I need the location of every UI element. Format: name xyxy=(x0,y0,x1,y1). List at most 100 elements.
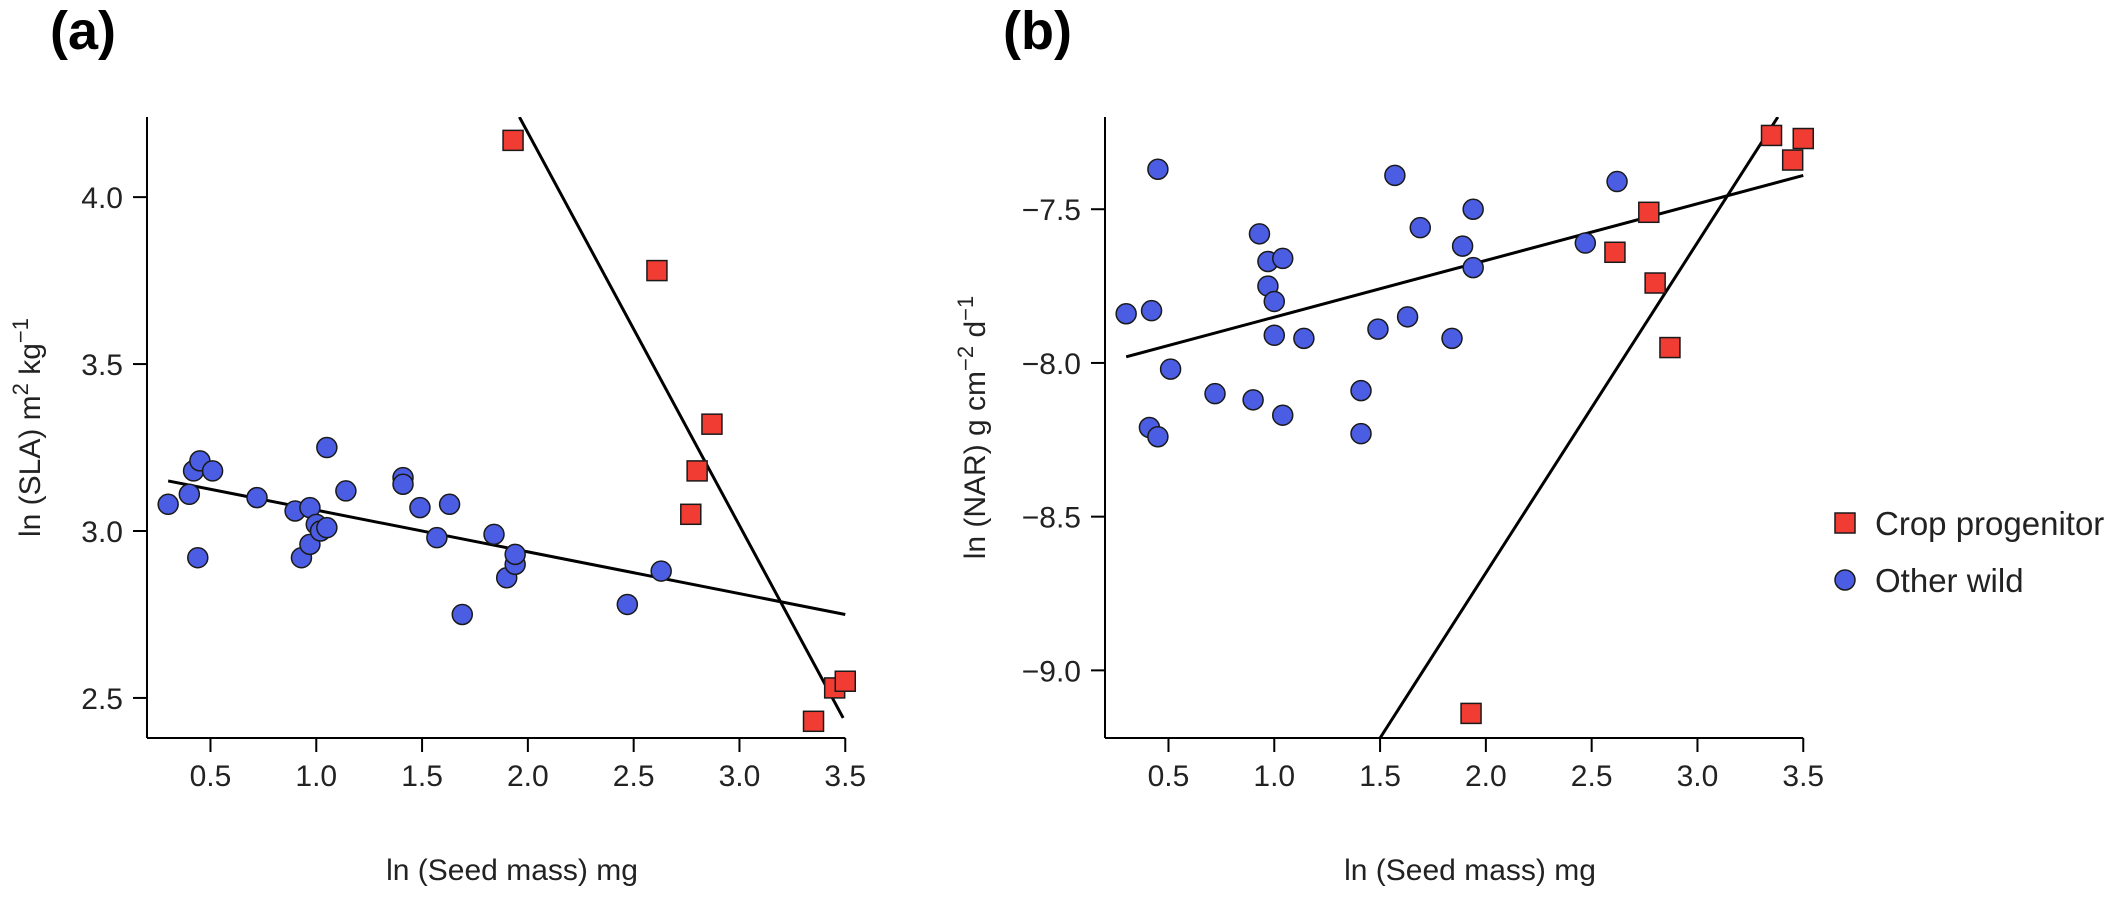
point-crop-progenitor xyxy=(1604,241,1626,264)
point-other-wild xyxy=(1204,382,1226,405)
panel-label-a: (a) xyxy=(50,1,116,61)
point-other-wild xyxy=(483,523,505,546)
y-tick-label: 3.0 xyxy=(81,516,123,549)
x-tick-label: 1.5 xyxy=(401,760,443,793)
fit-line-crop xyxy=(518,117,845,719)
point-other-wild xyxy=(1350,379,1372,402)
point-crop-progenitor xyxy=(1760,124,1783,147)
x-tick-label: 2.0 xyxy=(1465,760,1507,793)
point-other-wild xyxy=(1242,389,1264,411)
legend-marker-circle xyxy=(1834,569,1856,591)
y-tick-label: 2.5 xyxy=(81,683,123,716)
point-other-wild xyxy=(504,543,526,566)
x-tick-label: 3.0 xyxy=(719,760,761,793)
y-tick-label: −9.0 xyxy=(1022,655,1081,688)
x-tick-label: 3.5 xyxy=(824,760,866,793)
x-tick-label: 3.0 xyxy=(1677,760,1719,793)
y-tick-label: −8.5 xyxy=(1022,502,1081,535)
y-tick-label: 3.5 xyxy=(81,349,123,382)
point-other-wild xyxy=(650,560,672,582)
point-crop-progenitor xyxy=(680,503,702,526)
point-other-wild xyxy=(392,473,414,496)
point-other-wild xyxy=(409,496,431,519)
point-crop-progenitor xyxy=(701,413,723,435)
y-axis-title-text: d xyxy=(959,321,992,346)
point-other-wild xyxy=(1147,158,1169,181)
point-crop-progenitor xyxy=(502,129,524,152)
legend-label: Other wild xyxy=(1875,562,2024,599)
point-other-wild xyxy=(1115,303,1137,325)
point-other-wild xyxy=(1451,235,1474,257)
y-axis-title: ln (SLA) m2 kg−1 xyxy=(8,318,47,537)
point-other-wild xyxy=(1271,247,1294,270)
point-other-wild xyxy=(451,603,474,626)
point-other-wild xyxy=(1396,306,1419,328)
point-crop-progenitor xyxy=(1659,336,1681,359)
x-tick-label: 1.0 xyxy=(295,760,337,793)
point-other-wild xyxy=(1263,324,1286,347)
point-other-wild xyxy=(1606,170,1628,193)
legend: Crop progenitor Other wild xyxy=(1834,505,2104,599)
point-other-wild xyxy=(335,480,357,502)
fit-line-crop xyxy=(1378,117,1780,738)
point-other-wild xyxy=(1248,223,1271,245)
point-other-wild xyxy=(1574,232,1597,254)
y-axis-title-superscript: −1 xyxy=(8,318,33,343)
x-tick-label: 0.5 xyxy=(1148,760,1190,793)
point-other-wild xyxy=(1367,318,1389,340)
legend-marker-square xyxy=(1834,512,1856,534)
x-tick-label: 2.5 xyxy=(1571,760,1613,793)
plot-panel-a: 2.5 3.0 3.5 4.0 0.5 1.0 1.5 2.0 2.5 3.0 3.5 ln (See… xyxy=(8,117,866,887)
y-tick-label: −7.5 xyxy=(1022,194,1081,227)
legend-label: Crop progenitor xyxy=(1875,505,2104,542)
point-crop-progenitor xyxy=(646,259,668,282)
point-other-wild xyxy=(438,493,461,516)
point-other-wild xyxy=(1384,164,1406,187)
point-other-wild xyxy=(1441,327,1463,350)
x-tick-label: 0.5 xyxy=(190,760,232,793)
point-other-wild xyxy=(316,436,338,459)
point-other-wild xyxy=(178,483,201,506)
point-other-wild xyxy=(1293,327,1315,350)
point-other-wild xyxy=(1271,404,1294,426)
x-axis-title: ln (Seed mass) mg xyxy=(1344,854,1596,887)
fit-lines xyxy=(167,117,846,719)
x-axis-title: ln (Seed mass) mg xyxy=(386,854,638,887)
point-other-wild xyxy=(1350,422,1372,445)
point-other-wild xyxy=(1140,299,1163,322)
y-axis-title-superscript: −2 xyxy=(953,346,978,371)
y-axis-title-superscript: 2 xyxy=(8,383,33,395)
point-other-wild xyxy=(201,460,224,482)
plot-panel-b: −9.0 −8.5 −8.0 −7.5 0.5 1.0 1.5 2.0 2.5 3.0 3.5 ln … xyxy=(953,117,1824,887)
point-crop-progenitor xyxy=(686,460,708,482)
x-tick-label: 2.0 xyxy=(507,760,549,793)
point-other-wild xyxy=(1462,198,1484,220)
point-other-wild xyxy=(616,593,639,616)
fit-line-wild xyxy=(167,479,846,616)
point-other-wild xyxy=(1263,290,1286,313)
point-other-wild xyxy=(157,493,179,516)
point-crop-progenitor xyxy=(834,670,857,692)
point-other-wild xyxy=(1462,256,1484,279)
point-crop-progenitor xyxy=(1781,149,1804,171)
y-tick-label: 4.0 xyxy=(81,182,123,215)
point-other-wild xyxy=(187,546,209,569)
y-axis-title-text: kg xyxy=(14,343,47,383)
x-tick-label: 1.0 xyxy=(1253,760,1295,793)
point-other-wild xyxy=(1159,358,1182,380)
point-other-wild xyxy=(246,486,268,509)
point-crop-progenitor xyxy=(1644,272,1666,294)
panel-label-b: (b) xyxy=(1003,1,1072,61)
point-other-wild xyxy=(1409,216,1432,239)
point-crop-progenitor xyxy=(1460,702,1482,725)
point-other-wild xyxy=(426,526,448,549)
y-axis-title-text: ln (SLA) m xyxy=(14,395,47,537)
x-tick-label: 3.5 xyxy=(1782,760,1824,793)
x-tick-label: 1.5 xyxy=(1359,760,1401,793)
y-axis-title-text: ln (NAR) g cm xyxy=(959,371,992,559)
y-tick-label: −8.0 xyxy=(1022,348,1081,381)
point-crop-progenitor xyxy=(1792,127,1815,150)
point-other-wild xyxy=(316,516,338,539)
x-tick-label: 2.5 xyxy=(613,760,655,793)
